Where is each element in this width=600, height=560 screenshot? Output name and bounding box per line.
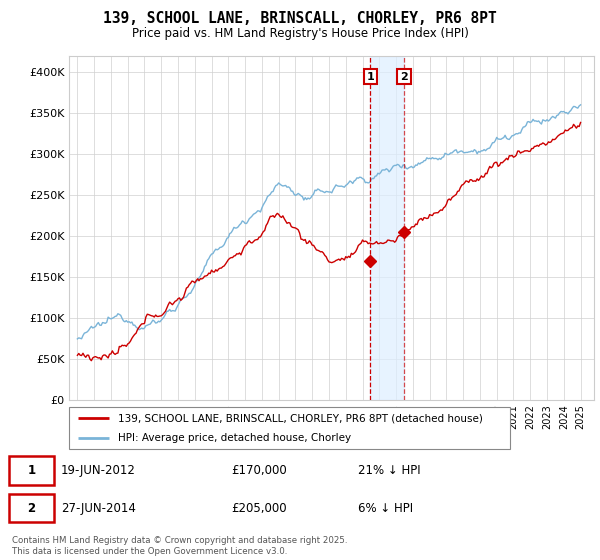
Text: 2: 2 [400,72,408,82]
Text: 1: 1 [367,72,374,82]
Text: 1: 1 [28,464,35,477]
Text: 19-JUN-2012: 19-JUN-2012 [61,464,136,477]
Text: 6% ↓ HPI: 6% ↓ HPI [358,502,413,515]
FancyBboxPatch shape [69,407,510,449]
Text: £205,000: £205,000 [231,502,287,515]
FancyBboxPatch shape [9,456,54,484]
FancyBboxPatch shape [9,494,54,522]
Text: Contains HM Land Registry data © Crown copyright and database right 2025.
This d: Contains HM Land Registry data © Crown c… [12,536,347,556]
Text: HPI: Average price, detached house, Chorley: HPI: Average price, detached house, Chor… [118,433,350,443]
Bar [370,56,404,400]
Text: 2: 2 [28,502,35,515]
Text: 139, SCHOOL LANE, BRINSCALL, CHORLEY, PR6 8PT (detached house): 139, SCHOOL LANE, BRINSCALL, CHORLEY, PR… [118,413,482,423]
Text: £170,000: £170,000 [231,464,287,477]
Text: 27-JUN-2014: 27-JUN-2014 [61,502,136,515]
Text: 21% ↓ HPI: 21% ↓ HPI [358,464,420,477]
Text: 139, SCHOOL LANE, BRINSCALL, CHORLEY, PR6 8PT: 139, SCHOOL LANE, BRINSCALL, CHORLEY, PR… [103,11,497,26]
Text: Price paid vs. HM Land Registry's House Price Index (HPI): Price paid vs. HM Land Registry's House … [131,27,469,40]
